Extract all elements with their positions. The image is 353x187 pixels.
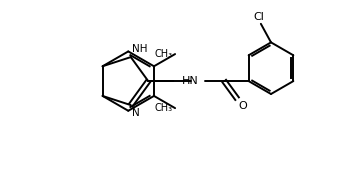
Text: Cl: Cl <box>254 12 265 22</box>
Text: CH₃: CH₃ <box>154 103 172 113</box>
Text: CH₃: CH₃ <box>154 49 172 59</box>
Text: NH: NH <box>132 44 148 54</box>
Text: N: N <box>132 108 140 118</box>
Text: HN: HN <box>182 76 198 86</box>
Text: O: O <box>239 101 247 111</box>
